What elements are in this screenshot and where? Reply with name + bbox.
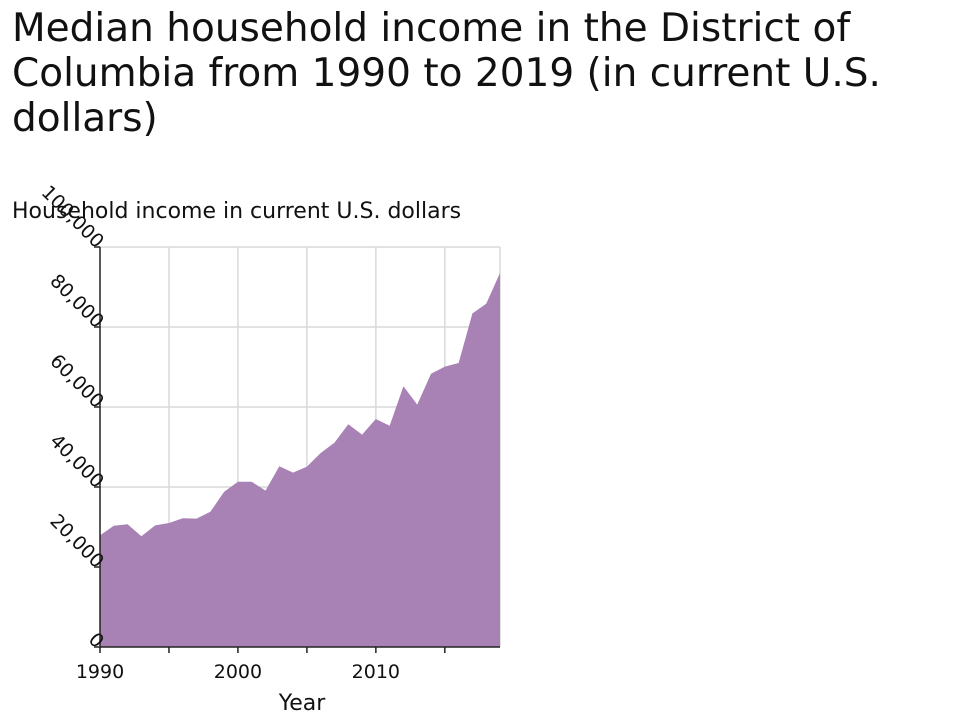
x-tick-label: 2010 [352,661,400,683]
y-axis-label: Household income in current U.S. dollars [12,199,461,224]
chart-title: Median household income in the District … [12,6,881,141]
x-tick-label: 1990 [76,661,124,683]
y-tick-label: 60,000 [45,350,108,413]
y-tick-label: 0 [84,628,108,652]
y-tick-label: 20,000 [45,510,108,573]
x-axis-label: Year [278,691,327,716]
y-tick-label: 80,000 [45,270,108,333]
x-tick-label: 2000 [214,661,262,683]
y-tick-label: 40,000 [45,430,108,493]
area-series [100,273,500,647]
